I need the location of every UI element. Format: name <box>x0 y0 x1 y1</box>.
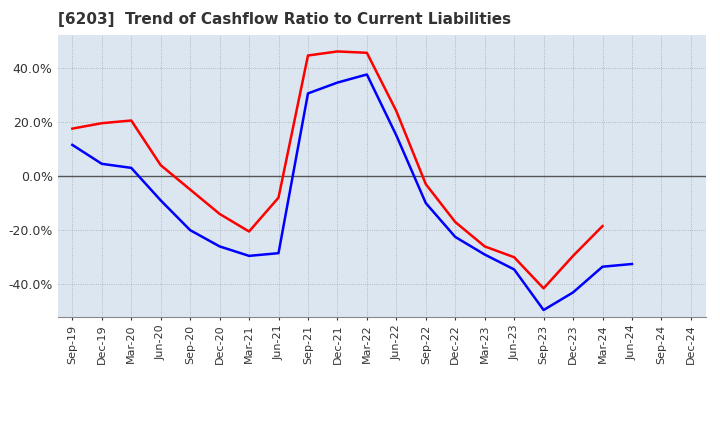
Operating CF to Current Liabilities <box>569 253 577 259</box>
Free CF to Current Liabilities <box>451 234 459 239</box>
Operating CF to Current Liabilities <box>186 187 194 192</box>
Operating CF to Current Liabilities <box>480 244 489 249</box>
Free CF to Current Liabilities <box>304 91 312 96</box>
Text: [6203]  Trend of Cashflow Ratio to Current Liabilities: [6203] Trend of Cashflow Ratio to Curren… <box>58 12 510 27</box>
Free CF to Current Liabilities <box>127 165 135 171</box>
Operating CF to Current Liabilities <box>127 118 135 123</box>
Operating CF to Current Liabilities <box>363 50 372 55</box>
Operating CF to Current Liabilities <box>97 121 106 126</box>
Free CF to Current Liabilities <box>68 142 76 147</box>
Free CF to Current Liabilities <box>392 133 400 138</box>
Free CF to Current Liabilities <box>97 161 106 166</box>
Free CF to Current Liabilities <box>510 267 518 272</box>
Operating CF to Current Liabilities <box>598 224 607 229</box>
Free CF to Current Liabilities <box>363 72 372 77</box>
Free CF to Current Liabilities <box>333 80 342 85</box>
Operating CF to Current Liabilities <box>510 255 518 260</box>
Free CF to Current Liabilities <box>215 244 224 249</box>
Free CF to Current Liabilities <box>186 227 194 233</box>
Free CF to Current Liabilities <box>598 264 607 269</box>
Operating CF to Current Liabilities <box>156 162 165 168</box>
Operating CF to Current Liabilities <box>245 229 253 234</box>
Free CF to Current Liabilities <box>274 250 283 256</box>
Operating CF to Current Liabilities <box>539 286 548 291</box>
Operating CF to Current Liabilities <box>215 211 224 216</box>
Operating CF to Current Liabilities <box>451 220 459 225</box>
Free CF to Current Liabilities <box>245 253 253 259</box>
Operating CF to Current Liabilities <box>421 181 430 187</box>
Free CF to Current Liabilities <box>156 198 165 203</box>
Operating CF to Current Liabilities <box>68 126 76 131</box>
Operating CF to Current Liabilities <box>333 49 342 54</box>
Operating CF to Current Liabilities <box>304 53 312 58</box>
Operating CF to Current Liabilities <box>274 195 283 200</box>
Free CF to Current Liabilities <box>539 308 548 313</box>
Operating CF to Current Liabilities <box>392 108 400 114</box>
Free CF to Current Liabilities <box>480 252 489 257</box>
Free CF to Current Liabilities <box>569 290 577 295</box>
Line: Free CF to Current Liabilities: Free CF to Current Liabilities <box>72 74 632 310</box>
Line: Operating CF to Current Liabilities: Operating CF to Current Liabilities <box>72 51 603 288</box>
Free CF to Current Liabilities <box>628 261 636 267</box>
Free CF to Current Liabilities <box>421 201 430 206</box>
